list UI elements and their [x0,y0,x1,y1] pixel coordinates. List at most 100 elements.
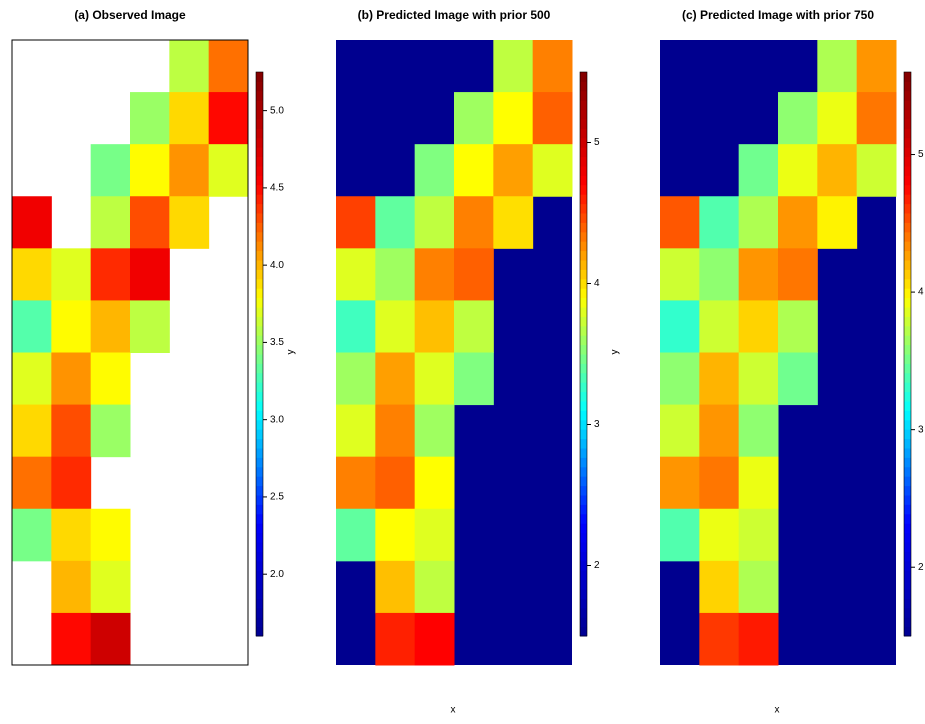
heat-cell [51,560,92,614]
heat-cell [375,456,416,510]
colorbar-step [256,119,263,129]
heat-cell [414,196,455,249]
colorbar-step [256,278,263,289]
heat-cell [90,560,131,614]
heat-cell [414,456,455,510]
colorbar-step [904,72,911,82]
heat-cell [778,352,818,406]
heat-cell [414,508,455,562]
colorbar-step [580,250,587,261]
colorbar-step [580,307,587,317]
heat-cell [699,352,740,406]
colorbar-step [256,363,263,374]
colorbar-step [904,513,911,524]
heat-cell [375,560,416,614]
colorbar-step [904,307,911,317]
heat-cell [738,196,779,249]
x-axis-label: x [451,705,456,716]
colorbar-step [256,429,263,440]
heat-cell [699,456,740,510]
colorbar-frame [579,71,588,637]
heat-cell [130,300,170,353]
colorbar-tick-label: 4 [918,287,924,298]
colorbar-step [580,626,587,637]
panel-title: (a) Observed Image [74,8,186,22]
colorbar-step [256,288,263,299]
colorbar-step [904,316,911,327]
colorbar-step [904,156,911,167]
heat-cell [738,612,779,666]
colorbar-step [904,109,911,120]
heat-cell [169,40,210,93]
colorbar-step [256,466,263,477]
heat-cell [454,300,494,353]
heat-cell [738,352,779,406]
colorbar-step [580,100,587,111]
colorbar-step [580,579,587,590]
heat-cell [51,404,92,458]
colorbar-step [256,495,263,505]
colorbar-step [256,203,263,214]
colorbar-step [904,260,911,270]
colorbar-step [904,551,911,562]
panel-title: (c) Predicted Image with prior 750 [682,8,874,22]
heat-cell [738,560,779,614]
colorbar-step [904,344,911,355]
colorbar-step [580,560,587,571]
heat-cell [493,92,534,145]
colorbar-step [256,570,263,581]
colorbar-step [904,598,911,609]
x-axis-label: x [775,705,780,716]
colorbar-step [256,90,263,101]
colorbar-step [256,137,263,148]
heat-cell [90,612,131,666]
heat-cell [778,248,818,301]
colorbar-step [256,166,263,176]
heat-cell [738,248,779,301]
heat-cell [493,196,534,249]
colorbar-step [580,241,587,252]
colorbar-step [580,476,587,487]
heat-cell [778,92,818,145]
colorbar-step [256,269,263,280]
colorbar-step [256,213,263,223]
colorbar-step [904,231,911,242]
heat-cell [738,456,779,510]
colorbar-step [580,485,587,496]
colorbar-step [904,203,911,214]
colorbar-step [580,213,587,223]
colorbar-step [580,297,587,308]
colorbar-step [256,372,263,383]
heat-cell [454,248,494,301]
heat-cell [375,196,416,249]
colorbar-step [580,401,587,411]
colorbar-step [580,335,587,346]
colorbar-step [256,72,263,82]
colorbar-step [580,81,587,92]
heat-cell [12,508,52,562]
heat-cell [169,92,210,145]
colorbar-step [904,570,911,581]
colorbar-step [580,382,587,393]
colorbar-step [256,81,263,92]
colorbar-frame [255,71,264,637]
heat-cell [660,196,700,249]
heat-cell [414,300,455,353]
colorbar-tick-label: 5 [594,137,600,148]
colorbar-step [904,476,911,487]
heat-cell [12,456,52,510]
colorbar-step [256,476,263,487]
heat-cell [660,300,700,353]
colorbar-step [904,81,911,92]
heat-cell [699,248,740,301]
colorbar-step [256,335,263,346]
colorbar-tick-label: 4.0 [270,260,284,271]
colorbar-tick-label: 3.5 [270,337,284,348]
colorbar-tick-label: 2.0 [270,569,284,580]
colorbar-step [256,448,263,458]
colorbar-step [580,438,587,449]
colorbar-step [904,213,911,223]
colorbar-step [256,109,263,120]
heat-cell [51,508,92,562]
colorbar-step [580,316,587,327]
